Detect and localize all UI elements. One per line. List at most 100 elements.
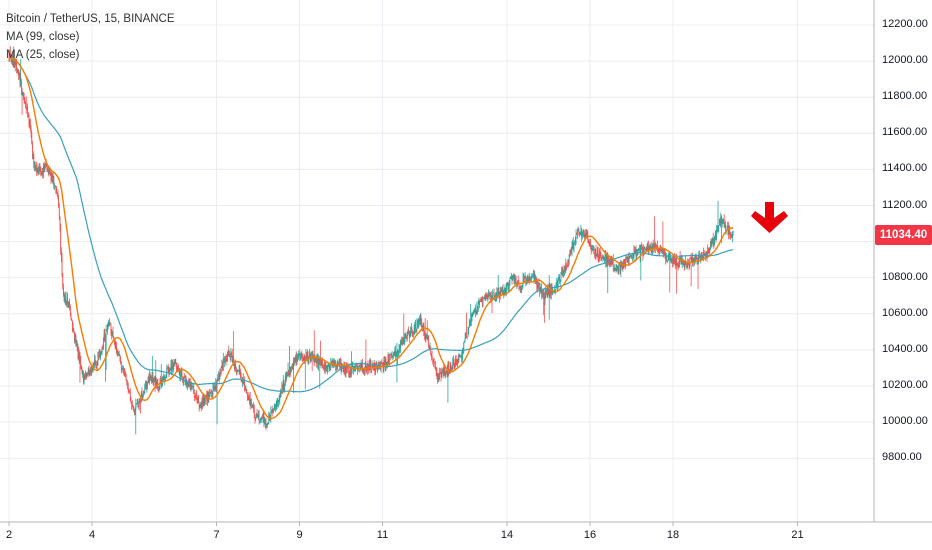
candle-body bbox=[99, 351, 101, 357]
date-tick-label: 18 bbox=[666, 529, 680, 541]
date-tick-label: 4 bbox=[88, 529, 96, 541]
date-tick-label: 16 bbox=[583, 529, 597, 541]
candle-body bbox=[438, 376, 440, 380]
symbol-title[interactable]: Bitcoin / TetherUS, 15, BINANCE bbox=[6, 13, 175, 25]
candle-body bbox=[379, 363, 381, 365]
candle-body bbox=[665, 254, 667, 260]
candle-body bbox=[305, 354, 307, 359]
candle-body bbox=[56, 192, 58, 194]
candle-body bbox=[600, 255, 602, 259]
candle-body bbox=[531, 275, 533, 277]
candle-body bbox=[725, 225, 726, 230]
candle-body bbox=[142, 394, 144, 398]
candle-body bbox=[549, 287, 551, 294]
candle-body bbox=[252, 406, 254, 408]
candle-body bbox=[388, 356, 390, 364]
candle-body bbox=[81, 370, 83, 375]
candle-body bbox=[599, 251, 600, 259]
candle-body bbox=[362, 368, 364, 373]
candle-body bbox=[140, 400, 142, 401]
candle-body bbox=[303, 356, 305, 360]
candle-body bbox=[364, 369, 365, 371]
candle-body bbox=[468, 327, 469, 332]
candle-body bbox=[670, 258, 672, 260]
candle-body bbox=[36, 168, 38, 172]
candle-body bbox=[228, 351, 230, 356]
candle-body bbox=[200, 404, 202, 408]
candle-body bbox=[546, 289, 548, 295]
candle-body bbox=[118, 354, 120, 355]
candle-body bbox=[530, 276, 532, 279]
candle-body bbox=[107, 324, 109, 326]
candle-body bbox=[455, 359, 457, 365]
candle-body bbox=[153, 377, 155, 381]
candle-body bbox=[106, 329, 108, 331]
candle-body bbox=[505, 288, 507, 291]
candle-body bbox=[196, 393, 197, 399]
price-tick-label: 10800.00 bbox=[882, 270, 928, 283]
candle-body bbox=[193, 386, 195, 394]
candle-body bbox=[586, 231, 587, 238]
candle-body bbox=[471, 313, 473, 318]
candle-body bbox=[431, 355, 433, 358]
candle-body bbox=[43, 165, 44, 174]
candle-body bbox=[137, 402, 139, 404]
candle-body bbox=[469, 321, 471, 323]
candle-body bbox=[718, 225, 720, 228]
candle-body bbox=[375, 365, 376, 373]
candle-body bbox=[650, 245, 652, 253]
candle-body bbox=[27, 114, 29, 117]
candle-body bbox=[233, 362, 235, 368]
candle-body bbox=[721, 222, 723, 224]
candle-body bbox=[167, 368, 169, 372]
candle-body bbox=[595, 249, 597, 256]
candle-body bbox=[410, 327, 412, 330]
candle-body bbox=[83, 375, 85, 381]
candle-body bbox=[691, 257, 693, 259]
candle-body bbox=[71, 321, 73, 329]
candle-body bbox=[207, 392, 208, 402]
ma-fast-label[interactable]: MA (25, close) bbox=[6, 49, 80, 61]
candle-body bbox=[399, 348, 401, 352]
candle-body bbox=[667, 260, 669, 262]
candle-body bbox=[123, 370, 125, 373]
ma-slow-label[interactable]: MA (99, close) bbox=[6, 31, 80, 43]
candle-body bbox=[658, 250, 660, 252]
candle-body bbox=[344, 372, 346, 374]
candle-body bbox=[298, 353, 300, 356]
candle-body bbox=[397, 349, 399, 354]
candle-body bbox=[278, 401, 279, 403]
candle-body bbox=[648, 247, 650, 250]
candle-body bbox=[694, 258, 695, 263]
candle-body bbox=[54, 185, 56, 187]
candle-body bbox=[445, 371, 447, 374]
candle-body bbox=[536, 278, 538, 288]
candle-body bbox=[95, 365, 97, 366]
candle-body bbox=[712, 238, 714, 244]
candle-body bbox=[348, 374, 350, 376]
price-tick-label: 11600.00 bbox=[882, 126, 928, 139]
candle-body bbox=[219, 372, 221, 379]
candle-body bbox=[476, 306, 478, 314]
candle-body bbox=[340, 363, 342, 370]
candle-body bbox=[348, 366, 350, 375]
candle-body bbox=[722, 222, 724, 224]
candle-body bbox=[28, 116, 30, 125]
candle-body bbox=[274, 406, 276, 408]
candle-body bbox=[532, 274, 534, 276]
candle-body bbox=[464, 341, 465, 343]
candle-body bbox=[480, 301, 482, 303]
candle-body bbox=[543, 293, 545, 298]
candle-body bbox=[650, 245, 651, 250]
candle-body bbox=[417, 323, 418, 326]
candle-body bbox=[672, 258, 673, 264]
candle-body bbox=[499, 291, 500, 298]
candle-body bbox=[617, 266, 619, 273]
candle-body bbox=[331, 360, 333, 366]
candle-body bbox=[603, 257, 605, 260]
candle-body bbox=[222, 359, 224, 370]
candle-body bbox=[668, 257, 669, 261]
candle-body bbox=[338, 363, 340, 365]
